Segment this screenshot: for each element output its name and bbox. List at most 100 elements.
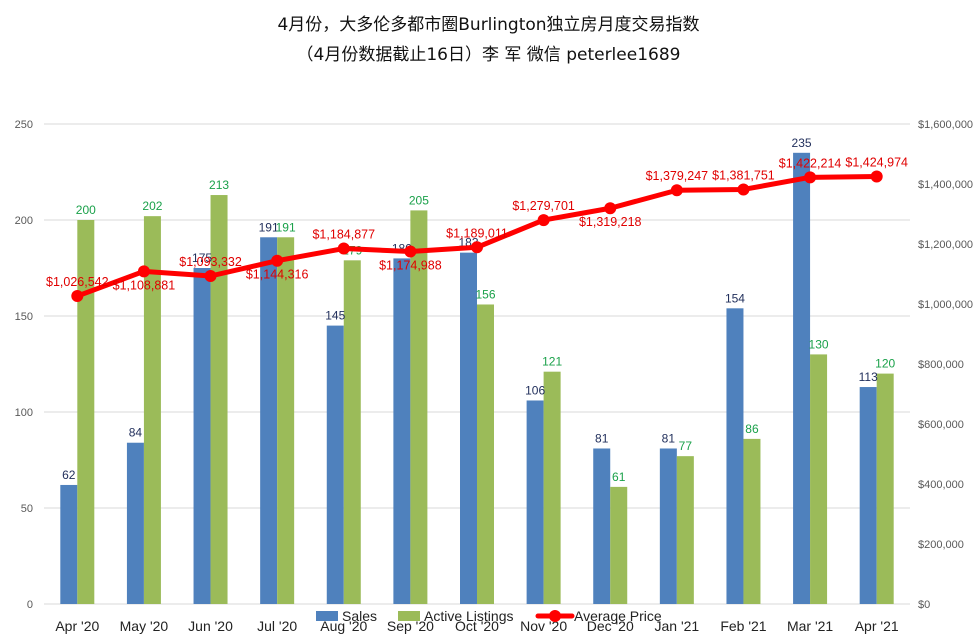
x-tick-label: Jan '21 xyxy=(654,618,699,634)
data-label-active-listings: 77 xyxy=(679,439,693,453)
bar-active-listings xyxy=(610,486,628,604)
legend-label-sales: Sales xyxy=(342,608,377,624)
point-average-price xyxy=(604,202,617,215)
legend-swatch-active-listings xyxy=(398,611,420,621)
bar-active-listings xyxy=(743,438,761,604)
point-average-price xyxy=(271,254,284,267)
data-label-average-price: $1,026,542 xyxy=(46,275,109,289)
data-label-average-price: $1,174,988 xyxy=(379,259,442,273)
bar-active-listings xyxy=(876,373,894,604)
bar-sales xyxy=(126,442,144,604)
x-tick-label: Sep '20 xyxy=(387,618,434,634)
data-label-sales: 235 xyxy=(792,136,812,150)
data-label-sales: 113 xyxy=(859,370,878,384)
x-tick-label: May '20 xyxy=(120,618,169,634)
data-label-active-listings: 156 xyxy=(475,287,495,301)
data-label-active-listings: 120 xyxy=(875,357,895,371)
data-label-sales: 81 xyxy=(662,431,676,445)
bar-sales xyxy=(859,387,877,604)
point-average-price xyxy=(337,242,350,255)
data-label-active-listings: 121 xyxy=(542,355,562,369)
x-tick-label: Feb '21 xyxy=(720,618,766,634)
data-label-active-listings: 61 xyxy=(612,470,626,484)
chart-subtitle: （4月份数据截止16日）李 军 微信 peterlee1689 xyxy=(296,45,681,65)
bar-sales xyxy=(793,152,811,605)
bar-sales xyxy=(460,252,477,604)
bar-sales xyxy=(659,448,677,604)
x-tick-label: Apr '20 xyxy=(55,618,99,634)
y-left-tick-label: 100 xyxy=(15,407,33,419)
y-left-tick-label: 0 xyxy=(27,599,33,611)
bar-active-listings xyxy=(810,354,828,604)
data-label-active-listings: 202 xyxy=(142,199,162,213)
bar-active-listings xyxy=(477,304,494,604)
point-average-price xyxy=(537,214,550,227)
data-label-average-price: $1,422,214 xyxy=(779,156,842,170)
data-label-sales: 154 xyxy=(725,291,745,305)
point-average-price xyxy=(404,245,417,258)
data-label-sales: 84 xyxy=(129,426,143,440)
data-label-active-listings: 200 xyxy=(76,203,96,217)
data-label-average-price: $1,144,316 xyxy=(246,268,309,282)
bar-active-listings xyxy=(676,456,694,604)
point-average-price xyxy=(870,170,883,183)
bar-active-listings xyxy=(143,216,161,604)
bar-sales xyxy=(526,400,544,604)
y-right-tick-label: $800,000 xyxy=(918,359,964,371)
data-label-active-listings: 191 xyxy=(276,220,296,234)
y-left-tick-label: 250 xyxy=(15,119,33,131)
data-label-average-price: $1,108,881 xyxy=(113,278,176,292)
bar-active-listings xyxy=(77,220,95,604)
y-right-tick-label: $1,600,000 xyxy=(918,119,973,131)
y-right-tick-label: $200,000 xyxy=(918,539,964,551)
bar-sales xyxy=(726,308,744,604)
data-label-average-price: $1,093,332 xyxy=(179,255,242,269)
data-label-sales: 175 xyxy=(192,251,212,265)
point-average-price xyxy=(670,184,683,197)
bar-active-listings xyxy=(343,260,361,604)
data-label-sales: 106 xyxy=(525,383,545,397)
data-label-average-price: $1,279,701 xyxy=(512,199,575,213)
y-left-tick-label: 150 xyxy=(15,311,33,323)
data-label-average-price: $1,189,011 xyxy=(446,226,508,240)
x-tick-label: Dec '20 xyxy=(587,618,634,634)
point-average-price xyxy=(471,241,483,254)
data-label-active-listings: 213 xyxy=(209,178,229,192)
data-label-sales: 81 xyxy=(595,431,609,445)
data-label-active-listings: 86 xyxy=(745,422,759,436)
y-left-tick-label: 50 xyxy=(21,503,33,515)
x-tick-label: Apr '21 xyxy=(855,618,899,634)
bar-active-listings xyxy=(410,210,428,604)
data-label-average-price: $1,381,751 xyxy=(712,168,775,182)
legend-label-average-price: Average Price xyxy=(574,608,662,624)
x-tick-label: Mar '21 xyxy=(787,618,833,634)
y-right-tick-label: $1,400,000 xyxy=(918,179,973,191)
chart-title: 4月份，大多伦多都市圈Burlington独立房月度交易指数 xyxy=(277,15,700,35)
point-average-price xyxy=(137,265,150,278)
x-tick-label: Nov '20 xyxy=(520,618,567,634)
legend-swatch-sales xyxy=(316,611,338,621)
bar-active-listings xyxy=(543,371,561,604)
y-right-tick-label: $0 xyxy=(918,599,930,611)
data-label-average-price: $1,424,974 xyxy=(845,156,908,170)
x-tick-label: Jun '20 xyxy=(188,618,233,634)
bar-active-listings xyxy=(210,195,228,605)
bar-sales xyxy=(593,448,611,604)
point-average-price xyxy=(71,290,84,303)
data-label-sales: 191 xyxy=(259,220,279,234)
data-label-average-price: $1,379,247 xyxy=(646,169,709,183)
bar-active-listings xyxy=(277,237,295,604)
y-right-tick-label: $600,000 xyxy=(918,419,964,431)
y-right-tick-label: $400,000 xyxy=(918,479,964,491)
data-label-average-price: $1,184,877 xyxy=(312,228,375,242)
bar-sales xyxy=(260,237,278,604)
point-average-price xyxy=(737,183,750,196)
y-right-tick-label: $1,200,000 xyxy=(918,239,973,251)
y-right-tick-label: $1,000,000 xyxy=(918,299,973,311)
data-label-sales: 62 xyxy=(62,468,76,482)
data-label-average-price: $1,319,218 xyxy=(579,215,642,229)
data-label-active-listings: 205 xyxy=(409,193,429,207)
bar-sales xyxy=(193,268,211,604)
